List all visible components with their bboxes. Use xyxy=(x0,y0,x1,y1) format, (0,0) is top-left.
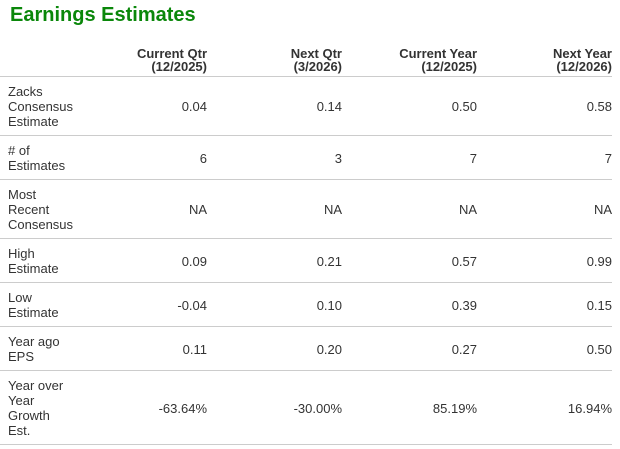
column-header: Next Year (12/2026) xyxy=(477,27,612,77)
value-cell: -0.04 xyxy=(72,282,207,327)
earnings-estimates-table: Current Qtr (12/2025) Next Qtr (3/2026) … xyxy=(0,27,612,445)
column-period-label: Current Qtr xyxy=(136,46,207,61)
value-cell: 16.94% xyxy=(477,370,612,445)
value-cell: 85.19% xyxy=(342,370,477,445)
value-cell: 0.20 xyxy=(207,326,342,371)
value-cell: NA xyxy=(342,179,477,239)
header-row: Current Qtr (12/2025) Next Qtr (3/2026) … xyxy=(0,27,612,77)
value-cell: NA xyxy=(72,179,207,239)
value-cell: 0.14 xyxy=(207,76,342,136)
row-label: Zacks Consensus Estimate xyxy=(0,76,73,136)
row-label: Low Estimate xyxy=(0,282,72,327)
column-period-label: Next Qtr xyxy=(290,46,342,61)
column-date-label: (12/2025) xyxy=(421,59,477,74)
value-cell: 3 xyxy=(207,135,342,180)
value-cell: 0.21 xyxy=(207,238,342,283)
value-cell: NA xyxy=(477,179,612,239)
value-cell: 0.11 xyxy=(72,326,207,371)
row-label: # of Estimates xyxy=(0,135,72,180)
column-header: Next Qtr (3/2026) xyxy=(207,27,342,77)
value-cell: 0.10 xyxy=(207,282,342,327)
column-period-label: Next Year xyxy=(552,46,612,61)
row-label: High Estimate xyxy=(0,238,72,283)
table-row: High Estimate 0.09 0.21 0.57 0.99 xyxy=(0,238,612,283)
table-body: Zacks Consensus Estimate 0.04 0.14 0.50 … xyxy=(0,76,612,445)
table-row: # of Estimates 6 3 7 7 xyxy=(0,135,612,180)
row-label: Year over Year Growth Est. xyxy=(0,370,72,445)
row-label: Year ago EPS xyxy=(0,326,72,371)
value-cell: NA xyxy=(207,179,342,239)
section-title: Earnings Estimates xyxy=(10,4,196,26)
value-cell: 0.50 xyxy=(342,76,477,136)
value-cell: 0.99 xyxy=(477,238,612,283)
corner-cell xyxy=(0,27,72,77)
column-date-label: (12/2026) xyxy=(556,59,612,74)
column-header: Current Year (12/2025) xyxy=(342,27,477,77)
table-row: Most Recent Consensus NA NA NA NA xyxy=(0,179,612,239)
value-cell: 0.39 xyxy=(342,282,477,327)
value-cell: 0.27 xyxy=(342,326,477,371)
value-cell: 0.09 xyxy=(72,238,207,283)
column-date-label: (12/2025) xyxy=(151,59,207,74)
value-cell: 7 xyxy=(477,135,612,180)
value-cell: 0.57 xyxy=(342,238,477,283)
column-date-label: (3/2026) xyxy=(293,59,342,74)
table-row: Year ago EPS 0.11 0.20 0.27 0.50 xyxy=(0,326,612,371)
table-row: Low Estimate -0.04 0.10 0.39 0.15 xyxy=(0,282,612,327)
column-header: Current Qtr (12/2025) xyxy=(72,27,207,77)
column-period-label: Current Year xyxy=(399,46,477,61)
value-cell: -30.00% xyxy=(207,370,342,445)
value-cell: 0.50 xyxy=(477,326,612,371)
value-cell: 7 xyxy=(342,135,477,180)
value-cell: -63.64% xyxy=(72,370,207,445)
value-cell: 0.04 xyxy=(72,76,207,136)
value-cell: 0.15 xyxy=(477,282,612,327)
table-row: Year over Year Growth Est. -63.64% -30.0… xyxy=(0,370,612,445)
row-label: Most Recent Consensus xyxy=(0,179,73,239)
table-row: Zacks Consensus Estimate 0.04 0.14 0.50 … xyxy=(0,76,612,136)
value-cell: 0.58 xyxy=(477,76,612,136)
value-cell: 6 xyxy=(72,135,207,180)
